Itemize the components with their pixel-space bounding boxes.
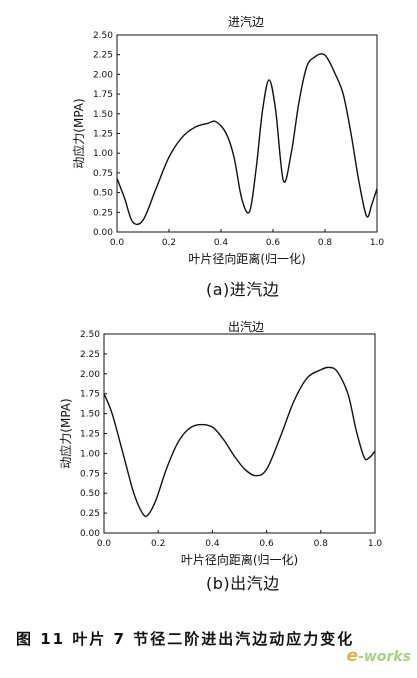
chart-b-xtick-label: 0.6: [259, 539, 274, 549]
chart-a-ytick-label: 2.00: [93, 70, 113, 80]
chart-b-ytick-label: 1.75: [80, 390, 100, 400]
chart-a-plot: 0.00 0.25 0.50 0.75 1.00 1.25 1.50 1.75 2.00 2.25…: [71, 31, 384, 266]
chart-a-ytick-label: 2.50: [93, 31, 113, 41]
chart-a-ytick-label: 0.25: [93, 208, 113, 218]
chart-a-ytick-label: 0.50: [93, 189, 113, 199]
chart-a-xtick-label: 0.6: [266, 238, 281, 248]
chart-b-xtick-label: 0.4: [205, 539, 220, 549]
figure-caption: 图 11 叶片 7 节径二阶进出汽边动应力变化: [16, 630, 355, 648]
chart-b-ytick-label: 0.50: [80, 489, 100, 499]
chart-b-plot: 0.00 0.25 0.50 0.75 1.00 1.25 1.50 1.75 2.00 2.25…: [58, 330, 382, 567]
chart-a-xtick-label: 0.0: [110, 238, 125, 248]
chart-b-title: 出汽边: [228, 320, 265, 334]
chart-a-ylabel: 动应力(MPA): [71, 98, 86, 168]
watermark-logo: e-works: [346, 646, 411, 666]
chart-b-panel-label: (b)出汽边: [206, 574, 280, 593]
chart-a-xlabel: 叶片径向距离(归一化): [188, 251, 305, 266]
chart-a-title: 进汽边: [228, 15, 265, 29]
chart-b-ytick-label: 2.00: [80, 370, 100, 380]
chart-a-xtick-label: 0.8: [318, 238, 333, 248]
chart-b-ytick-label: 1.50: [80, 410, 100, 420]
chart-b-ytick-label: 0.00: [80, 529, 100, 539]
chart-b-ylabel: 动应力(MPA): [58, 398, 73, 468]
chart-b-ytick-label: 2.25: [80, 350, 100, 360]
chart-b-ytick-label: 0.75: [80, 469, 100, 479]
chart-a-series-line: [116, 53, 378, 226]
chart-b-ytick-label: 1.00: [80, 449, 100, 459]
chart-a-ytick-label: 1.50: [93, 110, 113, 120]
chart-b-xtick-label: 0.0: [97, 539, 112, 549]
chart-b-axes-frame: [103, 333, 376, 534]
chart-a-xtick-label: 1.0: [370, 238, 385, 248]
chart-a-xtick-label: 0.4: [214, 238, 229, 248]
chart-b-ytick-label: 0.25: [80, 509, 100, 519]
chart-a-ytick-label: 1.75: [93, 90, 113, 100]
chart-b-xlabel: 叶片径向距离(归一化): [181, 552, 298, 567]
chart-a-ytick-label: 1.00: [93, 149, 113, 159]
chart-b-xtick-label: 0.8: [314, 539, 329, 549]
chart-b-ytick-label: 2.50: [80, 330, 100, 340]
chart-b-series-line: [103, 366, 376, 517]
chart-a-ytick-label: 2.25: [93, 51, 113, 61]
chart-a-ytick-label: 0.75: [93, 169, 113, 179]
chart-b-ytick-label: 1.25: [80, 430, 100, 440]
chart-b-xtick-label: 1.0: [368, 539, 383, 549]
chart-a-xtick-label: 0.2: [162, 238, 176, 248]
chart-a-ytick-label: 0.00: [93, 228, 113, 238]
chart-a-ytick-label: 1.25: [93, 130, 113, 140]
chart-a-axes-frame: [116, 34, 378, 233]
chart-b-xtick-label: 0.2: [151, 539, 165, 549]
chart-a-panel-label: (a)进汽边: [206, 280, 280, 299]
